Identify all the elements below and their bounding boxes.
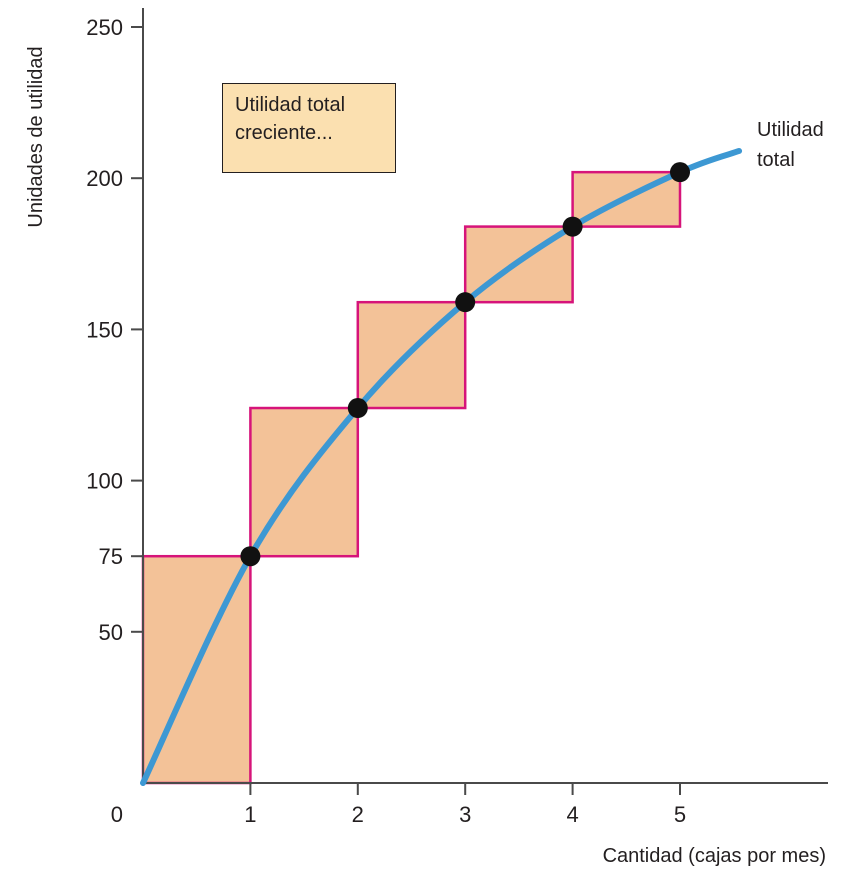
data-point-3: [455, 292, 476, 313]
data-point-5: [670, 162, 690, 183]
data-point-2: [347, 398, 368, 419]
data-point-4: [562, 216, 583, 237]
data-points: [240, 162, 690, 567]
axes: [142, 8, 828, 784]
x-tick-label-0: 0: [111, 802, 123, 827]
y-tick-label-50: 50: [99, 620, 123, 645]
x-tick-label-1: 1: [244, 802, 256, 827]
total-utility-curve: [140, 147, 743, 786]
x-tick-label-5: 5: [674, 802, 686, 827]
callout-line-1: Utilidad total: [235, 94, 346, 116]
curve-label-line-1: Utilidad: [757, 119, 824, 141]
tick-marks: [131, 26, 681, 795]
y-tick-label-75: 75: [99, 544, 123, 569]
tick-labels: 50 75 100 150 200 250 0 1 2 3 4 5: [86, 15, 686, 827]
x-axis-title: Cantidad (cajas por mes): [603, 845, 826, 867]
x-tick-label-2: 2: [352, 802, 364, 827]
callout-line-2: creciente...: [235, 122, 333, 144]
y-tick-label-100: 100: [86, 469, 123, 494]
x-tick-label-4: 4: [566, 802, 578, 827]
y-axis-title: Unidades de utilidad: [25, 46, 47, 227]
curve-label-line-2: total: [757, 149, 795, 171]
y-tick-label-150: 150: [86, 317, 123, 342]
curve-label: Utilidad total: [757, 115, 824, 175]
increasing-utility-callout: Utilidad total creciente...: [222, 83, 396, 173]
data-point-1: [240, 546, 261, 567]
marginal-utility-bars: [141, 170, 682, 785]
x-tick-label-3: 3: [459, 802, 471, 827]
y-tick-label-200: 200: [86, 166, 123, 191]
y-tick-label-250: 250: [86, 15, 123, 40]
